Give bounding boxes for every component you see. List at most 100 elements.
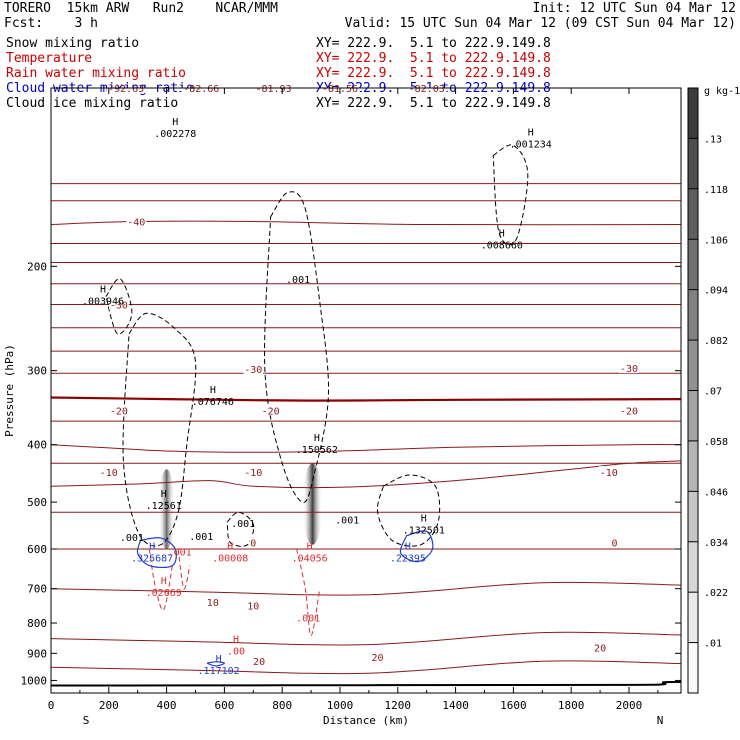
temperature-label: 10 [207, 598, 219, 609]
init-time: Init: 12 UTC Sun 04 Mar 12 [532, 1, 737, 16]
x-tick-label: 1800 [558, 699, 585, 712]
label-mask [253, 88, 294, 93]
colorbar-bin [688, 390, 698, 442]
colorbar-bin [688, 188, 698, 240]
snow-max-value: .132501 [403, 525, 445, 536]
colorbar-bin [688, 239, 698, 291]
colorbar-unit: g kg-1 [704, 86, 740, 97]
temperature-label: -20 [620, 406, 638, 417]
snow-max-value: .150562 [296, 445, 338, 456]
x-tick-label: 1600 [500, 699, 527, 712]
colorbar-tick-label: .118 [704, 185, 728, 196]
x-tick-label: 1000 [327, 699, 354, 712]
snow-contour [264, 191, 330, 503]
snow-contour [105, 278, 133, 335]
field-name: Cloud ice mixing ratio [6, 96, 179, 111]
field-name: Rain water mixing ratio [6, 66, 187, 81]
snow-max-value: .003946 [82, 296, 124, 307]
cloud_water-max-value: .22395 [390, 554, 426, 565]
colorbar-bin [688, 491, 698, 543]
label-mask [98, 466, 119, 478]
temperature-label: -81.93 [255, 84, 291, 95]
temperature-label: -10 [100, 468, 118, 479]
rain-max-marker: H [161, 576, 167, 587]
snow-contour [226, 511, 255, 547]
label-mask [593, 641, 607, 653]
snow-max-marker: H [421, 513, 427, 524]
y-tick-label: 700 [27, 583, 47, 596]
temperature-contour [51, 460, 681, 489]
snow-max-marker: H [161, 489, 167, 500]
snow-contour-label: .001 [120, 533, 144, 544]
temperature-label: -30 [620, 364, 638, 375]
forecast-hour: Fcst: 3 h [4, 16, 98, 31]
colorbar-tick-label: .022 [704, 588, 728, 599]
rain-max-marker: H [227, 542, 233, 553]
snow-contour [122, 312, 197, 547]
temperature-label: 0 [250, 538, 256, 549]
colorbar-bin [688, 592, 698, 644]
cloud-water-contour [206, 661, 226, 667]
x-tick-label: 1200 [385, 699, 412, 712]
colorbar-tick-label: .07 [704, 387, 722, 398]
rain-contour [296, 548, 321, 637]
snow-max-value: .002278 [154, 129, 196, 140]
x-tick-label: 1400 [442, 699, 469, 712]
rain-max-value: .04056 [292, 554, 328, 565]
snow-max-value: .001234 [510, 139, 552, 150]
label-mask [260, 404, 281, 416]
temperature-contour [51, 220, 681, 226]
temperature-label: -30 [110, 301, 128, 312]
x-tick-label: 600 [214, 699, 234, 712]
temperature-label: 20 [253, 657, 265, 668]
y-tick-label: 400 [27, 439, 47, 452]
label-mask [126, 215, 147, 227]
x-tick-label: 2000 [616, 699, 643, 712]
plot-area [51, 88, 681, 687]
colorbar-bin [688, 289, 698, 341]
colorbar-tick-label: .094 [704, 286, 728, 297]
rain-contour-label: .001 [296, 614, 320, 625]
x-tick-label: 0 [48, 699, 55, 712]
snow-contour-label: .001 [189, 532, 213, 543]
endpoint-right: N [657, 714, 664, 727]
temperature-label: 10 [247, 601, 259, 612]
colorbar-bin [688, 440, 698, 492]
colorbar-tick-label: .01 [704, 639, 722, 650]
y-tick-label: 800 [27, 617, 47, 630]
temperature-label: -92.63 [108, 84, 144, 95]
y-tick-label: 600 [27, 543, 47, 556]
rain-max-value: .02669 [146, 588, 182, 599]
colorbar-tick-label: .034 [704, 538, 728, 549]
cloud_water-max-marker: H [216, 654, 222, 665]
y-tick-label: 300 [27, 365, 47, 378]
colorbar-tick-label: .058 [704, 437, 728, 448]
field-name: Snow mixing ratio [6, 36, 140, 51]
rain-max-marker: H [233, 634, 239, 645]
y-tick-label: 1000 [21, 674, 48, 687]
rain-contour [148, 548, 173, 611]
rain-contour [177, 548, 191, 590]
label-mask [619, 362, 639, 374]
label-mask [406, 88, 447, 93]
cloud_water-max-value: .325687 [131, 554, 173, 565]
temperature-label: -20 [110, 406, 128, 417]
temperature-contour [51, 396, 681, 402]
label-mask [370, 651, 385, 663]
cloud-water-contour [136, 537, 177, 569]
colorbar-tick-label: .046 [704, 487, 728, 498]
rain-contour-label: .001 [168, 548, 192, 559]
model-title: TORERO 15km ARW Run2 NCAR/MMM [4, 1, 278, 16]
temperature-label: 20 [594, 644, 606, 655]
label-mask [611, 536, 618, 548]
x-tick-label: 400 [157, 699, 177, 712]
y-tick-label: 900 [27, 647, 47, 660]
field-xy: XY= 222.9. 5.1 to 222.9.149.8 [316, 51, 551, 66]
label-mask [109, 404, 129, 416]
cloud-ice-core [158, 469, 175, 550]
cloud_water-max-value: .117102 [198, 666, 240, 677]
plot-frame [50, 87, 682, 694]
temperature-label: -82.03 [409, 84, 445, 95]
field-name: Temperature [6, 51, 93, 66]
